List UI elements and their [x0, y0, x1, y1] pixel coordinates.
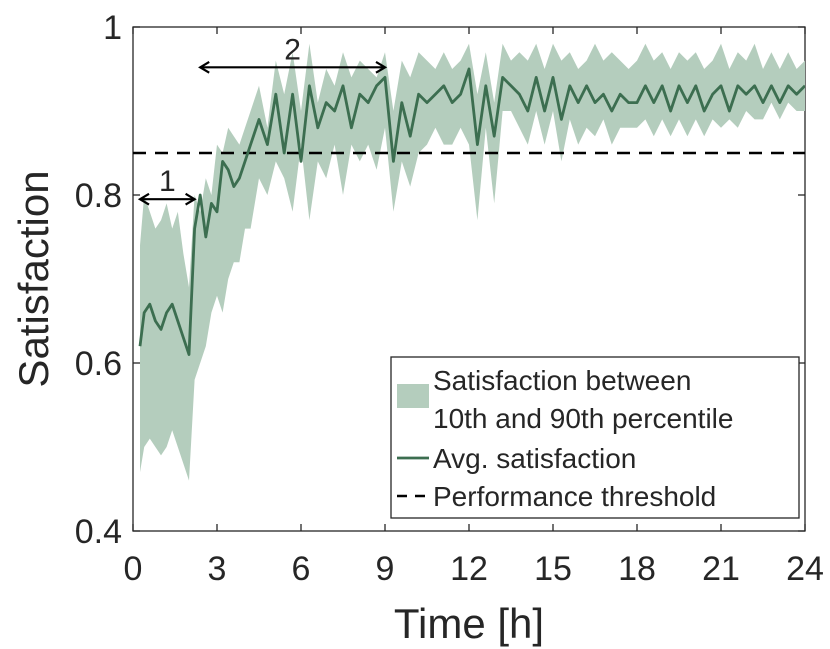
- legend: Satisfaction between 10th and 90th perce…: [390, 356, 800, 519]
- x-axis-ticks: 0 3 6 9 12 15 18 21 24: [124, 27, 824, 588]
- y-tick-label: 1: [103, 9, 122, 47]
- y-axis-title: Satisfaction: [10, 170, 57, 387]
- y-axis-ticks: 0.4 0.6 0.8 1: [75, 9, 805, 551]
- legend-band-swatch: [397, 384, 429, 408]
- legend-band-label-line1: Satisfaction between: [433, 365, 691, 396]
- legend-band-label-line2: 10th and 90th percentile: [433, 403, 733, 434]
- annotation-arrowhead: [198, 60, 210, 74]
- annotation-arrowhead: [375, 60, 388, 74]
- y-tick-label: 0.4: [75, 513, 122, 551]
- x-tick-label: 18: [618, 550, 656, 588]
- x-tick-label: 3: [208, 550, 227, 588]
- legend-line-label: Avg. satisfaction: [433, 443, 636, 474]
- legend-box: [390, 356, 800, 519]
- x-tick-label: 21: [702, 550, 740, 588]
- x-tick-label: 24: [786, 550, 824, 588]
- x-tick-label: 9: [376, 550, 395, 588]
- annotation-arrowhead: [137, 192, 150, 206]
- x-tick-label: 0: [124, 550, 143, 588]
- percentile-band: [140, 43, 805, 481]
- x-tick-label: 12: [450, 550, 488, 588]
- avg-satisfaction-line: [138, 67, 805, 356]
- y-tick-label: 0.8: [75, 177, 122, 215]
- legend-threshold-label: Performance threshold: [433, 481, 716, 512]
- y-tick-label: 0.6: [75, 345, 122, 383]
- x-tick-label: 6: [292, 550, 311, 588]
- phase-annotations: 12: [137, 33, 388, 206]
- annotation-label: 2: [284, 33, 301, 66]
- x-axis-title: Time [h]: [394, 600, 544, 647]
- annotation-label: 1: [159, 165, 176, 198]
- x-tick-label: 15: [534, 550, 572, 588]
- annotation-arrowhead: [185, 192, 197, 206]
